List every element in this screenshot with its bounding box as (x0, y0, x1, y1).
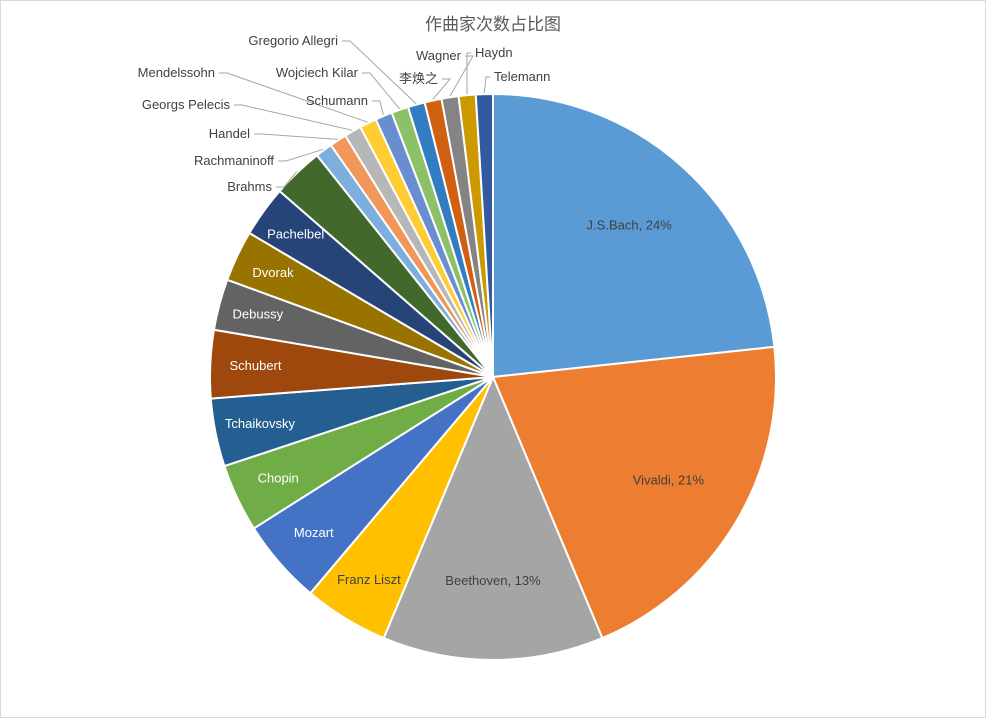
leader-line-14 (234, 104, 353, 131)
leader-line-12 (278, 148, 324, 162)
slice-label-18: Gregorio Allegri (248, 33, 338, 48)
leader-line-13 (254, 133, 338, 140)
slice-label-1: Vivaldi, 21% (633, 473, 705, 488)
slice-label-3: Franz Liszt (337, 572, 401, 587)
slice-label-22: Telemann (494, 69, 550, 84)
slice-label-17: Wojciech Kilar (276, 65, 359, 80)
chart-title: 作曲家次数占比图 (425, 15, 561, 35)
pie-slice-1 (491, 345, 777, 640)
slice-label-15: Mendelssohn (138, 65, 215, 80)
slice-label-2: Beethoven, 13% (445, 573, 541, 588)
slice-label-19: 李焕之 (399, 71, 438, 86)
slice-label-4: Mozart (294, 525, 334, 540)
slice-label-7: Schubert (229, 358, 281, 373)
leader-line-22 (483, 76, 490, 94)
leader-line-16 (372, 100, 384, 116)
pie-slice-0 (492, 92, 776, 379)
slice-label-20: Wagner (416, 48, 462, 63)
slice-label-6: Tchaikovsky (225, 416, 296, 431)
slice-label-11: Brahms (227, 179, 272, 194)
leader-line-19 (432, 78, 452, 100)
slice-label-21: Haydn (475, 45, 513, 60)
leader-line-15 (219, 72, 368, 123)
slice-label-8: Debussy (233, 307, 284, 322)
pie-slice-2 (382, 374, 604, 661)
slice-label-12: Rachmaninoff (194, 153, 274, 168)
leader-line-18 (342, 40, 417, 104)
slice-label-13: Handel (209, 126, 250, 141)
pie-slice-22 (474, 92, 494, 378)
leader-line-20 (449, 55, 474, 97)
leader-line-11 (276, 171, 298, 188)
leader-line-17 (362, 72, 400, 110)
slice-label-14: Georgs Pelecis (142, 97, 231, 112)
slice-label-10: Pachelbel (267, 227, 324, 242)
slice-label-0: J.S.Bach, 24% (587, 217, 673, 232)
slice-label-16: Schumann (306, 93, 368, 108)
slice-label-5: Chopin (258, 471, 299, 486)
leader-line-21 (466, 52, 471, 95)
slice-label-9: Dvorak (252, 265, 294, 280)
